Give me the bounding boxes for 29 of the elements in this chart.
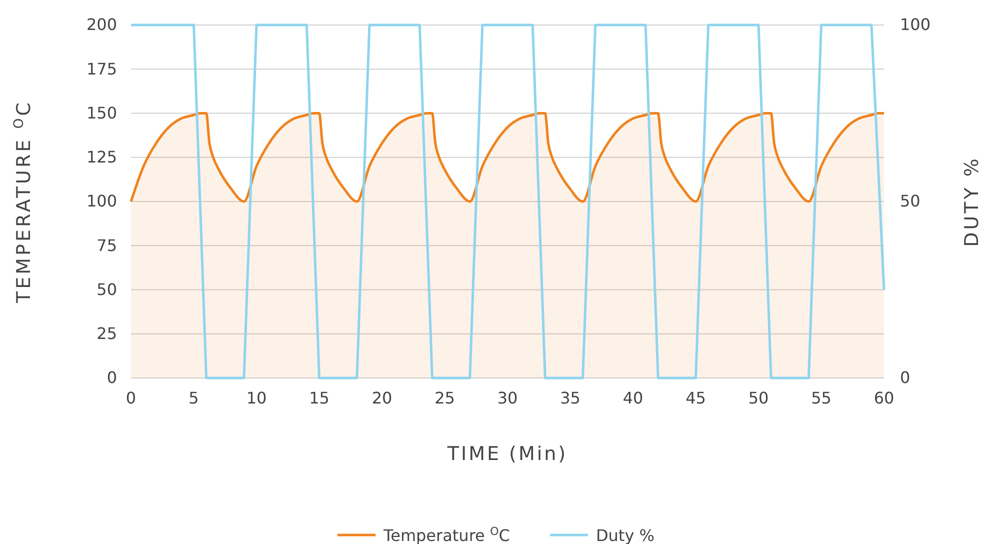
y2-tick-label: 0	[900, 368, 910, 388]
x-tick-label: 40	[622, 388, 644, 408]
x-tick-label: 30	[497, 388, 518, 408]
y-tick-label: 100	[86, 192, 117, 211]
y-tick-label: 175	[86, 59, 117, 78]
x-tick-label: 10	[246, 388, 267, 408]
x-tick-label: 20	[372, 388, 392, 408]
y-tick-label: 25	[96, 324, 117, 343]
y-tick-label: 0	[106, 368, 117, 388]
x-tick-label: 25	[434, 388, 455, 408]
x-tick-label: 5	[188, 388, 199, 408]
x-axis-title: TIME (Min)	[446, 443, 568, 465]
y-tick-label: 125	[86, 147, 117, 166]
x-tick-label: 0	[126, 388, 136, 408]
legend-label: Temperature $^{O}$C	[382, 524, 510, 544]
y-tick-label: 50	[96, 280, 117, 299]
y-tick-label: 150	[86, 103, 117, 122]
y2-tick-label: 50	[900, 192, 920, 211]
x-tick-label: 55	[811, 388, 832, 408]
y-tick-label: 75	[96, 236, 117, 255]
y-tick-label: 200	[86, 15, 117, 34]
x-tick-label: 15	[309, 388, 330, 408]
y2-tick-label: 100	[900, 15, 931, 34]
x-tick-label: 50	[748, 388, 769, 408]
x-tick-label: 45	[686, 388, 706, 408]
y2-axis-title: DUTY %	[961, 156, 983, 247]
legend-label: Duty %	[596, 526, 654, 544]
x-tick-label: 35	[560, 388, 580, 408]
x-tick-label: 60	[874, 388, 894, 408]
